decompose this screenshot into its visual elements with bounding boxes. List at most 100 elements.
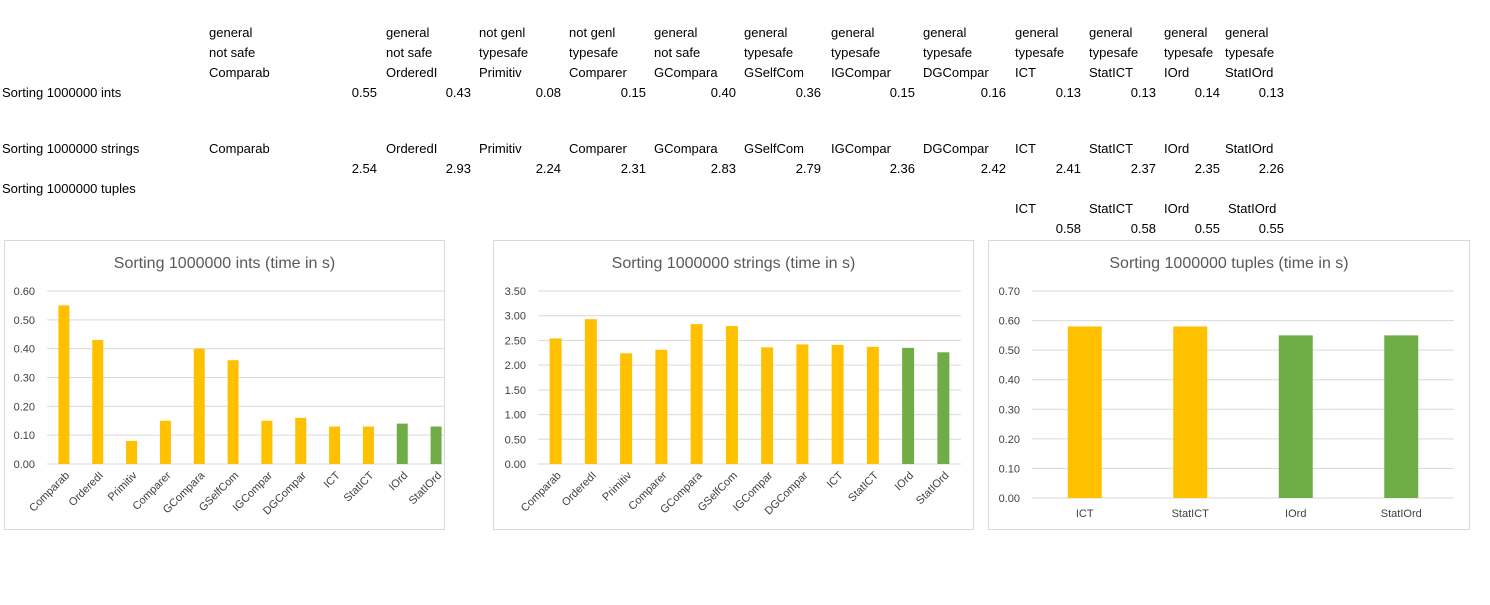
y-tick-label: 0.30 [14,373,35,385]
bar[interactable] [1173,326,1208,498]
y-tick-label: 0.40 [14,344,35,356]
strings-name-cell: Comparer [569,141,627,156]
bar[interactable] [362,426,374,464]
ints-value-cell: 0.40 [710,85,736,100]
bar[interactable] [227,360,239,464]
bar[interactable] [584,319,597,464]
y-tick-label: 1.00 [505,410,526,422]
x-tick-label: ICT [825,469,846,490]
strings-name-cell: ICT [1015,141,1036,156]
tuples-name-cell: IOrd [1164,201,1190,216]
bar[interactable] [937,352,950,464]
tuples-name-cell: StatIOrd [1228,201,1277,216]
header-cell: general [654,25,698,40]
header-cell: not safe [386,45,433,60]
bar[interactable] [1067,326,1102,498]
bar[interactable] [902,347,915,464]
y-tick-label: 0.40 [999,375,1020,387]
x-tick-label: StatIOrd [407,470,444,507]
bar[interactable] [1384,335,1419,498]
strings-chart[interactable]: Sorting 1000000 strings (time in s) 0.00… [493,240,974,530]
strings-name-cell: StatICT [1089,141,1134,156]
bar[interactable] [690,324,703,464]
y-tick-label: 0.20 [14,401,35,413]
bar[interactable] [126,440,138,464]
strings-value-cell: 2.35 [1194,161,1220,176]
strings-value-cell: 2.79 [795,161,821,176]
tuples-value-cell: 0.55 [1258,221,1284,236]
x-tick-label: StatICT [342,469,377,504]
strings-name-cell: Primitiv [479,141,522,156]
tuples-name-cell: ICT [1015,201,1036,216]
bar[interactable] [193,348,205,464]
bar[interactable] [430,426,442,464]
header-cell: general [923,25,967,40]
ints-value-cell: 0.08 [535,85,561,100]
strings-value-cell: 2.83 [710,161,736,176]
ints-value-cell: 0.15 [889,85,915,100]
y-tick-label: 2.00 [505,360,526,372]
header-cell: Comparab [209,65,270,80]
x-tick-label: StatICT [1172,508,1210,520]
bar[interactable] [725,326,738,464]
x-tick-label: ICT [322,469,343,490]
tuples-chart[interactable]: Sorting 1000000 tuples (time in s) 0.00 0… [988,240,1470,530]
header-cell: typesafe [1089,45,1139,60]
y-tick-label: 3.00 [505,311,526,323]
y-tick-label: 0.70 [999,286,1020,298]
y-tick-label: 0.60 [999,316,1020,328]
ints-value-cell: 0.14 [1194,85,1220,100]
y-tick-label: 0.10 [999,463,1020,475]
header-cell: DGCompar [923,65,989,80]
header-cell: StatICT [1089,65,1134,80]
bar[interactable] [796,344,809,464]
bar[interactable] [620,353,633,464]
header-cell: general [1225,25,1269,40]
tuples-name-cell: StatICT [1089,201,1134,216]
x-tick-label: IOrd [1285,508,1306,520]
x-tick-label: StatIOrd [1381,508,1422,520]
bar[interactable] [655,349,668,464]
strings-value-cell: 2.42 [980,161,1006,176]
ints-chart[interactable]: Sorting 1000000 ints (time in s) 0.00 0.1… [4,240,453,530]
bar[interactable] [549,338,562,464]
x-tick-label: ICT [1076,508,1094,520]
tuples-row-label: Sorting 1000000 tuples [2,181,136,196]
header-cell: typesafe [831,45,881,60]
header-cell: typesafe [1164,45,1214,60]
bar[interactable] [92,340,104,464]
strings-name-cell: StatIOrd [1225,141,1274,156]
header-cell: GCompara [654,65,718,80]
y-tick-label: 0.10 [14,430,35,442]
strings-value-cell: 2.26 [1258,161,1284,176]
header-cell: Primitiv [479,65,522,80]
strings-name-cell: IOrd [1164,141,1190,156]
ints-value-cell: 0.55 [351,85,377,100]
strings-value-cell: 2.31 [620,161,646,176]
y-tick-label: 0.60 [14,286,35,298]
bar[interactable] [396,423,408,464]
y-tick-label: 0.50 [999,345,1020,357]
bar[interactable] [295,417,307,464]
header-cell: OrderedI [386,65,438,80]
y-tick-label: 0.00 [999,493,1020,505]
bar[interactable] [329,426,341,464]
bar[interactable] [261,420,273,464]
strings-value-cell: 2.93 [445,161,471,176]
bar[interactable] [866,346,879,464]
y-tick-label: 0.50 [14,315,35,327]
x-tick-label: Comparab [27,470,72,515]
bar[interactable] [58,305,70,464]
bar[interactable] [159,420,171,464]
header-cell: general [1089,25,1133,40]
tuples-value-cell: 0.58 [1055,221,1081,236]
x-tick-label: StatIOrd [914,470,951,507]
ints-value-cell: 0.13 [1258,85,1284,100]
header-cell: typesafe [1225,45,1275,60]
chart-title: Sorting 1000000 ints (time in s) [113,255,336,272]
bar[interactable] [831,344,844,464]
bar[interactable] [1278,335,1313,498]
ints-chart-plot: 0.00 0.10 0.20 0.30 0.40 0.50 0.60 ComparabOrde… [14,286,453,517]
bar[interactable] [761,347,774,464]
strings-chart-plot: 0.00 0.50 1.00 1.50 2.00 2.50 3.00 3.50 Comparab… [505,286,961,517]
